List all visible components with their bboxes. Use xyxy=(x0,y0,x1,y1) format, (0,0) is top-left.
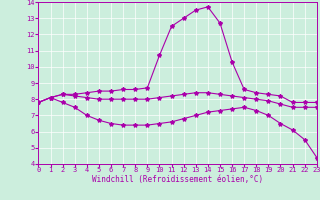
X-axis label: Windchill (Refroidissement éolien,°C): Windchill (Refroidissement éolien,°C) xyxy=(92,175,263,184)
